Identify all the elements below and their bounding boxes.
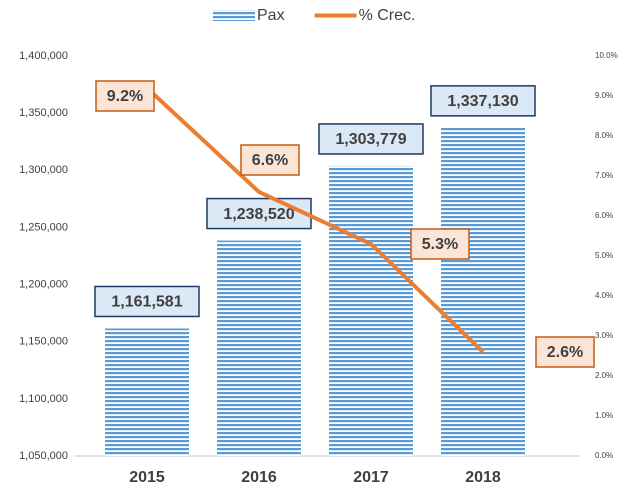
line-value-label-box <box>95 80 155 112</box>
bar <box>329 165 413 456</box>
line-value-label-box <box>535 336 595 368</box>
legend-label: % Crec. <box>359 7 416 24</box>
bar-value-label-box <box>206 197 312 230</box>
line-value-label: 2.6% <box>547 344 583 361</box>
y2-tick-label: 10.0% <box>595 51 618 60</box>
y2-tick-label: 5.0% <box>595 251 613 260</box>
y-tick-label: 1,400,000 <box>19 50 68 62</box>
y2-tick-label: 8.0% <box>595 131 613 140</box>
x-tick-label: 2018 <box>465 469 501 486</box>
y2-tick-label: 2.0% <box>595 371 613 380</box>
bar-value-label-box <box>94 285 200 318</box>
line-value-label: 6.6% <box>252 152 288 169</box>
y-tick-label: 1,050,000 <box>19 450 68 462</box>
y2-tick-label: 7.0% <box>595 171 613 180</box>
y2-tick-label: 3.0% <box>595 331 613 340</box>
y2-tick-label: 1.0% <box>595 411 613 420</box>
y-tick-label: 1,150,000 <box>19 336 68 348</box>
bar-value-label: 1,337,130 <box>447 93 518 110</box>
bar-value-label: 1,161,581 <box>111 294 182 311</box>
legend-label: Pax <box>257 7 285 24</box>
bar <box>441 127 525 456</box>
x-tick-label: 2017 <box>353 469 389 486</box>
legend-swatch <box>213 10 255 21</box>
bar <box>105 328 189 456</box>
x-tick-label: 2016 <box>241 469 277 486</box>
line <box>145 86 485 354</box>
bar <box>217 240 301 456</box>
bar-value-label-box <box>318 123 424 155</box>
y-tick-label: 1,200,000 <box>19 278 68 290</box>
bar-value-label: 1,238,520 <box>223 206 294 223</box>
y2-tick-label: 9.0% <box>595 91 613 100</box>
y-tick-label: 1,350,000 <box>19 107 68 119</box>
line-value-label-box <box>410 228 470 260</box>
line-value-label: 5.3% <box>422 236 458 253</box>
bar-value-label-box <box>430 85 536 117</box>
y-tick-label: 1,250,000 <box>19 221 68 233</box>
line-value-label-box <box>240 144 300 176</box>
y-tick-label: 1,100,000 <box>19 393 68 405</box>
y2-tick-label: 6.0% <box>595 211 613 220</box>
x-tick-label: 2015 <box>129 469 165 486</box>
y-tick-label: 1,300,000 <box>19 164 68 176</box>
y2-tick-label: 0.0% <box>595 451 613 460</box>
y2-tick-label: 4.0% <box>595 291 613 300</box>
bar-value-label: 1,303,779 <box>335 131 406 148</box>
line-value-label: 9.2% <box>107 88 143 105</box>
